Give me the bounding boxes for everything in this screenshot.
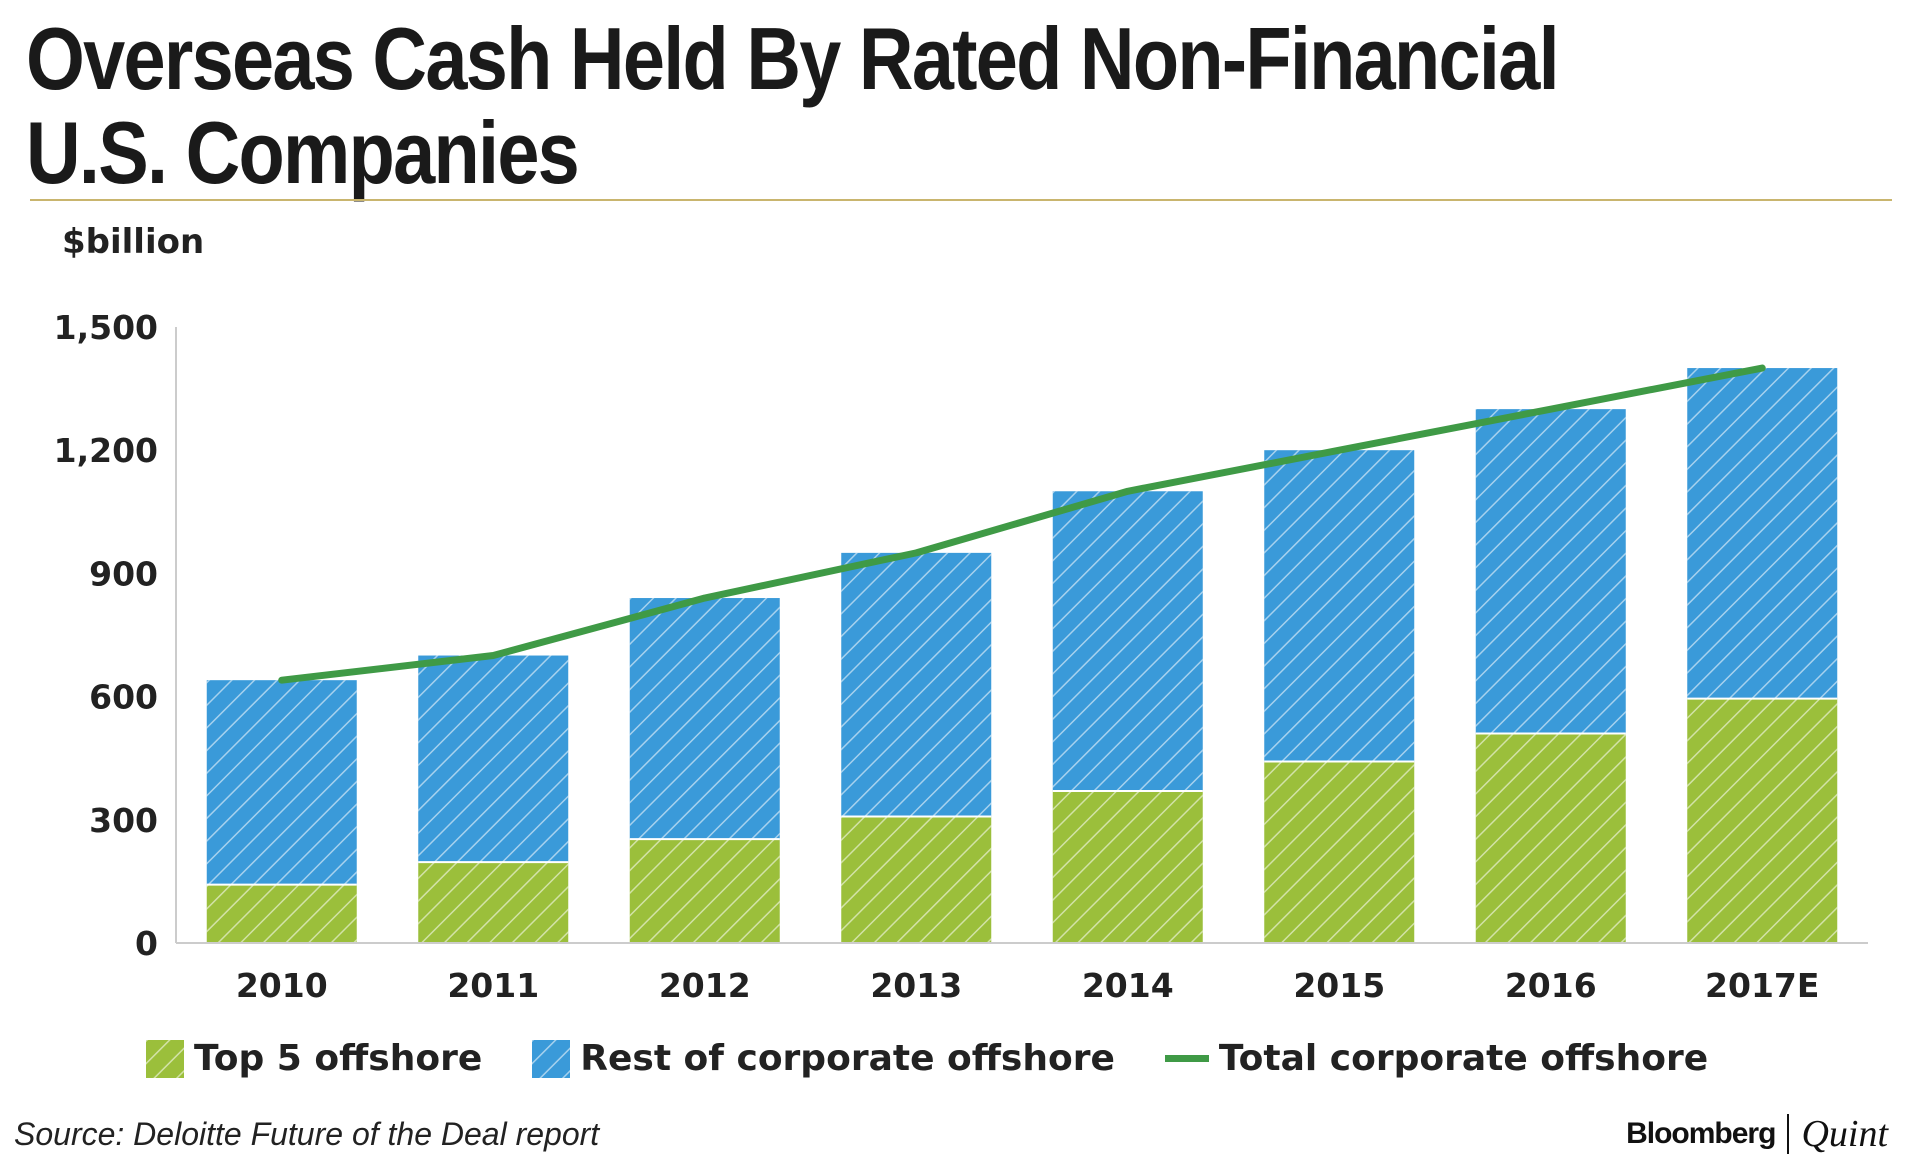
chart-title: Overseas Cash Held By Rated Non-Financia…: [26, 9, 1560, 202]
y-tick-label: 600: [89, 678, 158, 717]
legend-swatch-top5: [146, 1039, 184, 1078]
total-line-group: [278, 364, 1766, 684]
y-axis-unit-label: $billion: [62, 222, 205, 262]
bar-top5-hatch: [1687, 698, 1838, 943]
y-tick-label: 300: [89, 801, 158, 840]
brand-quint: Quint: [1801, 1113, 1888, 1155]
bar-rest-hatch: [1475, 409, 1626, 734]
bar-top5-hatch: [1052, 791, 1203, 943]
legend-swatch-total: [1164, 1055, 1209, 1062]
bar-top5-hatch: [841, 816, 992, 943]
bar-top5-hatch: [629, 839, 780, 943]
x-tick-label: 2013: [870, 966, 962, 1005]
bar-rest-hatch: [841, 552, 992, 817]
legend-item-rest: Rest of corporate offshore: [532, 1038, 1115, 1079]
x-axis: 2010 2011 2012 2013 2014 2015 2016 2017E: [236, 966, 1820, 1005]
y-tick-label: 1,200: [54, 431, 158, 470]
legend-label-top5: Top 5 offshore: [194, 1038, 483, 1079]
source-note: Source: Deloitte Future of the Deal repo…: [14, 1116, 600, 1152]
legend-item-top5: Top 5 offshore: [146, 1038, 482, 1079]
bars-group: [206, 368, 1838, 943]
legend-item-total: Total corporate offshore: [1164, 1038, 1709, 1079]
bar-top5-hatch: [206, 884, 357, 943]
bar-top5-hatch: [1264, 761, 1415, 943]
x-tick-label: 2010: [236, 966, 328, 1005]
y-tick-label: 1,500: [54, 308, 158, 347]
bar-top5-hatch: [1475, 733, 1626, 943]
total-corporate-offshore-line: [278, 364, 1766, 684]
bar-rest-hatch: [418, 655, 569, 863]
brand-bloomberg: Bloomberg: [1626, 1117, 1776, 1150]
brand-logo: Bloomberg Quint: [1626, 1112, 1888, 1156]
bar-rest-hatch: [1264, 450, 1415, 762]
bar-top5-hatch: [418, 862, 569, 943]
bar-rest-hatch: [206, 680, 357, 885]
legend-label-rest: Rest of corporate offshore: [580, 1038, 1115, 1079]
x-tick-label: 2016: [1505, 966, 1597, 1005]
x-tick-label: 2015: [1293, 966, 1385, 1005]
x-tick-label: 2011: [447, 966, 539, 1005]
y-axis: 0 300 600 900 1,200 1,500: [54, 308, 158, 963]
legend-label-total: Total corporate offshore: [1218, 1038, 1709, 1079]
legend: Top 5 offshore Rest of corporate offshor…: [146, 1038, 1758, 1079]
bar-rest-hatch: [629, 598, 780, 840]
brand-separator: [1787, 1114, 1790, 1154]
y-tick-label: 0: [135, 924, 158, 963]
bar-rest-hatch: [1052, 491, 1203, 792]
x-tick-label: 2017E: [1705, 966, 1819, 1005]
x-tick-label: 2014: [1082, 966, 1174, 1005]
bar-rest-hatch: [1687, 368, 1838, 699]
legend-swatch-rest: [532, 1039, 571, 1078]
y-tick-label: 900: [89, 554, 158, 593]
title-divider: [30, 199, 1892, 201]
x-tick-label: 2012: [659, 966, 751, 1005]
